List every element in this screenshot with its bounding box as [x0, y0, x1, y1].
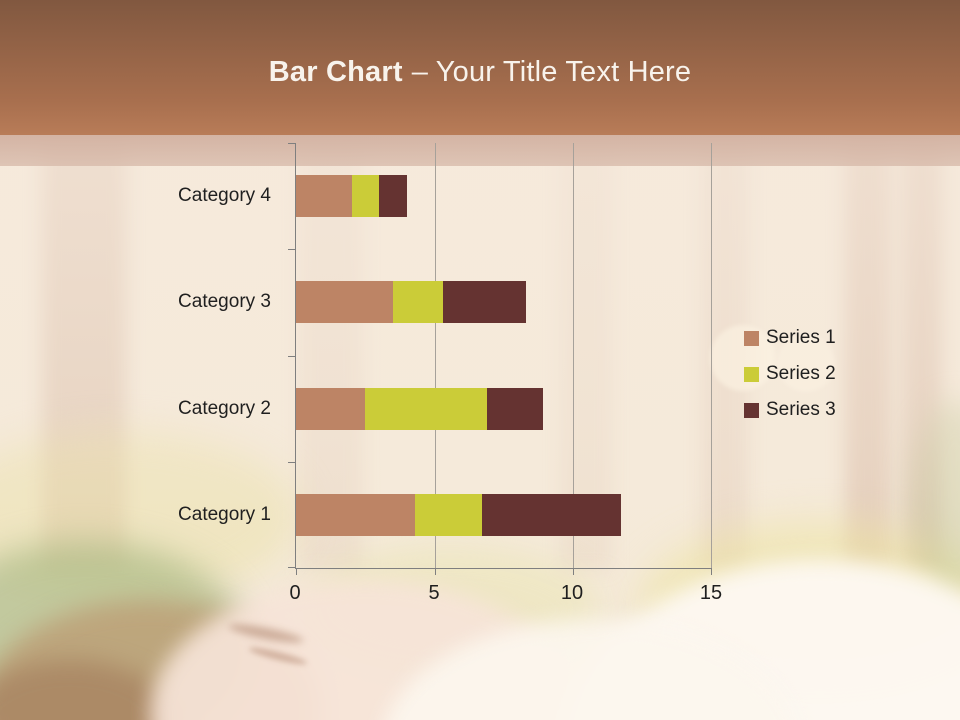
legend-label: Series 3	[766, 399, 836, 420]
category-label: Category 1	[178, 504, 271, 525]
legend-item-series-1: Series 1	[744, 326, 836, 350]
white-wash-overlay	[0, 135, 960, 565]
y-axis-tick	[288, 249, 295, 250]
category-label: Category 4	[178, 185, 271, 206]
legend-item-series-3: Series 3	[744, 398, 836, 422]
value-axis-labels: 0 5 10 15	[289, 581, 722, 607]
title-band	[0, 0, 960, 135]
bar-segment-series-1	[296, 281, 394, 323]
bar-segment-series-3	[487, 388, 543, 430]
bar-segment-series-3	[379, 175, 407, 217]
legend-swatch-icon	[744, 366, 759, 382]
title-bold-text: Bar Chart	[268, 56, 403, 88]
y-axis-tick	[288, 462, 295, 463]
legend-label: Series 2	[766, 363, 836, 384]
bar-segment-series-3	[481, 494, 621, 536]
y-axis-tick	[288, 143, 295, 144]
value-axis-label: 0	[289, 582, 301, 604]
gridline	[711, 143, 712, 568]
y-axis-tick	[288, 567, 295, 568]
legend-swatch-icon	[744, 402, 759, 418]
bar-category-4	[296, 175, 407, 217]
title-regular-text: – Your Title Text Here	[411, 56, 692, 88]
bar-segment-series-3	[442, 281, 527, 323]
bar-segment-series-2	[415, 494, 482, 536]
x-axis-tick	[435, 568, 436, 575]
y-axis-tick	[288, 356, 295, 357]
bar-category-1	[296, 494, 621, 536]
bar-segment-series-2	[351, 175, 380, 217]
value-axis-label: 5	[428, 582, 440, 604]
value-axis-label: 10	[560, 582, 584, 604]
category-axis-labels: Category 1 Category 2 Category 3 Category 4	[140, 143, 283, 568]
page-title: Bar Chart – Your Title Text Here	[0, 56, 960, 89]
bar-segment-series-2	[365, 388, 488, 430]
legend-label: Series 1	[766, 327, 836, 348]
plot-area	[288, 143, 712, 575]
bar-segment-series-1	[296, 388, 366, 430]
legend-item-series-2: Series 2	[744, 362, 836, 386]
bar-segment-series-2	[393, 281, 443, 323]
bar-segment-series-1	[296, 494, 416, 536]
gridline	[435, 143, 436, 568]
x-axis-tick	[573, 568, 574, 575]
x-axis-tick	[711, 568, 712, 575]
bar-segment-series-1	[296, 175, 352, 217]
chart-legend: Series 1 Series 2 Series 3	[744, 326, 836, 434]
bar-category-3	[296, 281, 527, 323]
x-axis-tick	[296, 568, 297, 575]
value-axis-label: 15	[699, 582, 723, 604]
bar-category-2	[296, 388, 543, 430]
category-label: Category 3	[178, 291, 271, 312]
header-shadow-strip	[0, 135, 960, 166]
gridline	[573, 143, 574, 568]
category-label: Category 2	[178, 398, 271, 419]
legend-swatch-icon	[744, 330, 759, 346]
